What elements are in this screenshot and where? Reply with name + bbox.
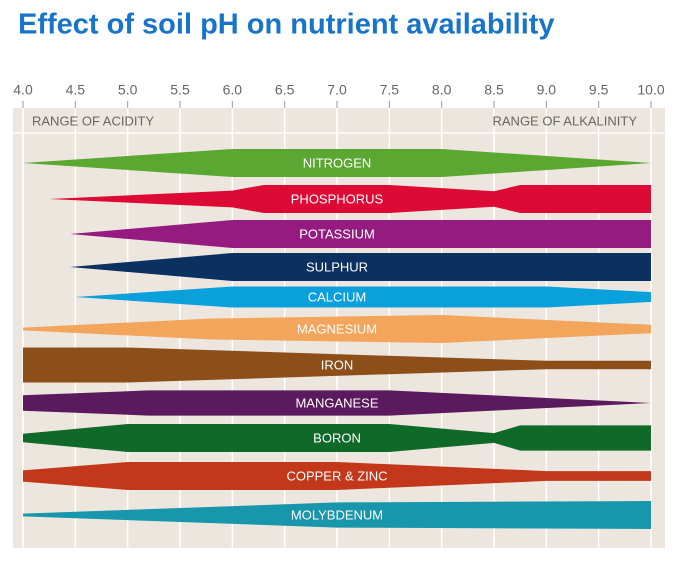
x-tick-label: 10.0 (637, 82, 664, 98)
nutrient-band (23, 462, 651, 490)
x-tick-label: 5.0 (118, 82, 138, 98)
nutrient-band (70, 253, 652, 281)
nutrient-band (23, 501, 651, 529)
band-label: MANGANESE (295, 395, 378, 410)
band-label: SULPHUR (306, 259, 368, 274)
x-tick-label: 9.0 (537, 82, 557, 98)
x-tick-label: 6.5 (275, 82, 295, 98)
annotation: RANGE OF ALKALINITY (493, 113, 638, 128)
chart-title: Effect of soil pH on nutrient availabili… (18, 9, 555, 41)
x-tick-label: 7.0 (327, 82, 347, 98)
x-tick-label: 7.5 (380, 82, 400, 98)
nutrient-band (70, 220, 652, 248)
band-label: NITROGEN (303, 155, 372, 170)
x-tick-label: 4.0 (13, 82, 33, 98)
band-label: CALCIUM (308, 289, 367, 304)
band-label: POTASSIUM (299, 226, 375, 241)
band-label: PHOSPHORUS (291, 191, 384, 206)
band-label: COPPER & ZINC (286, 468, 387, 483)
x-tick-label: 4.5 (66, 82, 86, 98)
nutrient-band (23, 424, 651, 452)
band-label: IRON (321, 357, 354, 372)
band-label: BORON (313, 430, 361, 445)
nutrient-band (23, 149, 651, 177)
nutrient-band (23, 390, 651, 416)
band-label: MAGNESIUM (297, 321, 377, 336)
x-tick-label: 9.5 (589, 82, 609, 98)
x-tick-label: 8.5 (484, 82, 504, 98)
annotation: RANGE OF ACIDITY (32, 113, 154, 128)
x-tick-label: 5.5 (170, 82, 190, 98)
nutrient-band (75, 286, 652, 308)
band-label: MOLYBDENUM (291, 507, 383, 522)
nutrient-band (49, 185, 651, 213)
nutrient-band (23, 315, 651, 343)
x-tick-label: 6.0 (223, 82, 243, 98)
nutrient-band (23, 347, 651, 383)
x-tick-label: 8.0 (432, 82, 452, 98)
